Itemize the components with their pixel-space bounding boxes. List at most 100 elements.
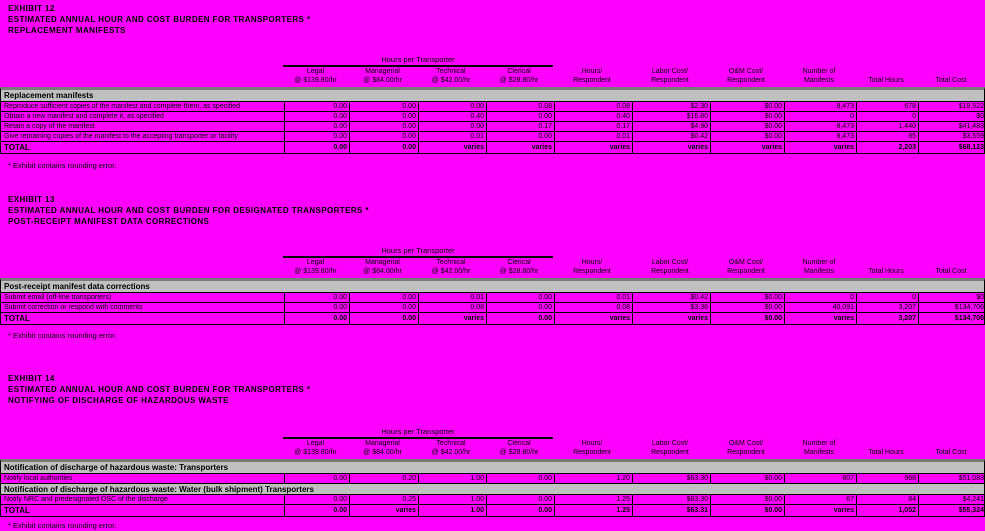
cell: 0.17 — [554, 122, 632, 131]
column-header-line2: @ $28.80/hr — [499, 268, 539, 275]
column-header-line2: Total Hours — [868, 449, 904, 456]
cell: 0.08 — [418, 303, 486, 312]
cell: $0.42 — [632, 132, 710, 141]
total-cell: varies — [784, 505, 856, 516]
column-header-line2: @ $42.00/hr — [431, 449, 471, 456]
cell: 67 — [784, 495, 856, 504]
column-header: Labor Cost/Respondent — [631, 439, 709, 459]
row-label: Retain a copy of the manifest — [4, 123, 95, 130]
column-header: Number of Manifests — [783, 67, 855, 87]
column-header-line2: Respondent — [573, 268, 611, 275]
cell: 84 — [856, 495, 918, 504]
column-header-line1: Managerial — [365, 259, 400, 266]
cell: 0.00 — [418, 102, 486, 111]
column-header: Hours/Respondent — [553, 258, 631, 278]
cell: 0.08 — [554, 303, 632, 312]
total-cell: varies — [418, 142, 486, 153]
column-header-line2: Total Cost — [935, 449, 967, 456]
total-row: TOTAL 0.00 0.00 varies 0.00 varies varies $0.00… — [1, 312, 984, 324]
table-body: Notification of discharge of hazardous w… — [0, 459, 985, 517]
column-header: Technical @ $42.00/hr — [417, 258, 485, 278]
cell: 968 — [856, 474, 918, 483]
column-header: Managerial @ $84.00/hr — [348, 439, 417, 459]
column-header: Legal @ $139.80/hr — [283, 258, 348, 278]
column-header-line1: Number of — [802, 68, 836, 75]
cell: $0 — [918, 293, 985, 302]
exhibit-title-line: POST-RECEIPT MANIFEST DATA CORRECTIONS — [8, 217, 210, 226]
total-cell: $134,706 — [918, 313, 985, 324]
cell: $0.00 — [710, 112, 784, 121]
column-header-line2: Total Cost — [935, 268, 967, 275]
footnote: * Exhibit contains rounding error. — [8, 331, 117, 340]
total-row: TOTAL 0.00 varies 1.00 0.00 1.25 $63.31 $0.00 va… — [1, 504, 984, 516]
exhibit-block-2: EXHIBIT 13 ESTIMATED ANNUAL HOUR AND COST… — [0, 194, 985, 341]
cell: 0.00 — [486, 495, 554, 504]
column-header-line2: Respondent — [727, 268, 765, 275]
exhibit-title-line: NOTIFYING OF DISCHARGE OF HAZARDOUS WAST… — [8, 396, 229, 405]
column-header-line1 — [917, 67, 985, 76]
column-header-line1: Clerical — [507, 68, 531, 75]
column-header-line2: Total Hours — [868, 77, 904, 84]
column-header-line2: Respondent — [651, 268, 689, 275]
column-header-row: Legal @ $139.80/hr Managerial @ $84.00/hr Te… — [0, 67, 985, 87]
cell: 0 — [784, 112, 856, 121]
cell: $63.30 — [632, 495, 710, 504]
column-header-line1: O&M Cost/ — [728, 440, 764, 447]
column-header-line1 — [917, 439, 985, 448]
footnote: * Exhibit contains rounding error. — [8, 161, 117, 170]
column-header-line1: Clerical — [507, 259, 531, 266]
column-header-line1: Number of — [802, 259, 836, 266]
total-cell: $68,123 — [918, 142, 985, 153]
cell: 0.00 — [284, 474, 349, 483]
total-cell: varies — [486, 142, 554, 153]
column-header-line1 — [855, 67, 917, 76]
column-header-line1: Legal — [306, 68, 325, 75]
column-header-line2: Respondent — [573, 77, 611, 84]
span-header-row: Hours per Transporter — [0, 426, 985, 439]
cell: 0.00 — [349, 122, 418, 131]
column-header-line2: @ $42.00/hr — [431, 268, 471, 275]
cell: $3,559 — [918, 132, 985, 141]
column-header-row: Legal @ $139.80/hr Managerial @ $84.00/hr Te… — [0, 258, 985, 278]
column-header-line2: @ $139.80/hr — [294, 268, 337, 275]
cell: $3.36 — [632, 303, 710, 312]
column-header-line2: Respondent — [727, 449, 765, 456]
cell: 0.00 — [284, 102, 349, 111]
column-header-line1: Managerial — [365, 440, 400, 447]
cell: 0.00 — [284, 303, 349, 312]
column-header-line2: @ $84.00/hr — [363, 77, 402, 84]
column-header: Total Cost — [917, 258, 985, 278]
column-header: Legal @ $139.80/hr — [283, 67, 348, 87]
cell: $0.00 — [710, 122, 784, 131]
cell: 0.00 — [486, 293, 554, 302]
row-label: Give remaining copies of the manifest to… — [4, 133, 238, 140]
cell: $4.90 — [632, 122, 710, 131]
column-header-line2: @ $84.00/hr — [363, 268, 402, 275]
column-header-line1: Clerical — [507, 440, 531, 447]
cell: 0.00 — [349, 102, 418, 111]
cell: 0.00 — [284, 495, 349, 504]
table-row: Obtain a new manifest and complete it, a… — [1, 111, 984, 121]
cell: $0.42 — [632, 293, 710, 302]
cell: 0.25 — [349, 495, 418, 504]
cell: $2.30 — [632, 102, 710, 111]
cell: 0.00 — [349, 303, 418, 312]
cell: $0.00 — [710, 293, 784, 302]
row-label: Submit correction or respond with commen… — [4, 304, 143, 311]
cell: $51,083 — [918, 474, 985, 483]
column-header-line1 — [855, 258, 917, 267]
column-header-line1: Number of — [802, 440, 836, 447]
exhibit-title: EXHIBIT 14 ESTIMATED ANNUAL HOUR AND COST… — [0, 373, 985, 406]
total-cell: 0.00 — [349, 142, 418, 153]
total-cell: 0.00 — [349, 313, 418, 324]
column-header: Number of Manifests — [783, 258, 855, 278]
column-header-line1: O&M Cost/ — [728, 68, 764, 75]
cell: $0.00 — [710, 303, 784, 312]
column-header: O&M Cost/Respondent — [709, 67, 783, 87]
cell: 8,473 — [784, 102, 856, 111]
cell: 0.00 — [486, 474, 554, 483]
table-body: Replacement manifests Reproduce sufficien… — [0, 87, 985, 154]
total-cell: varies — [418, 313, 486, 324]
table-row: Notify NRC and predesignated OSC of the … — [1, 494, 984, 504]
footnote: * Exhibit contains rounding error. — [8, 521, 117, 530]
